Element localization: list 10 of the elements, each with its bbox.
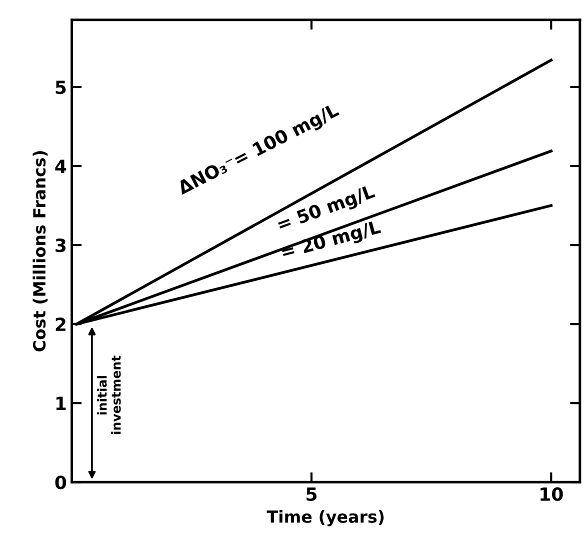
y-tick-label: 2 xyxy=(56,318,66,331)
x-tick-label: 10 xyxy=(540,487,563,501)
y-tick-label: 5 xyxy=(56,80,66,94)
y-tick-label: 4 xyxy=(55,160,66,173)
y-tick-label: 1 xyxy=(56,396,66,410)
annotation: initial investment xyxy=(97,356,121,434)
y-tick-label: 0 xyxy=(55,476,66,490)
x-axis-title: Time (years) xyxy=(266,510,384,526)
y-axis-title: Cost (Millions Francs) xyxy=(32,151,48,352)
y-tick-label: 3 xyxy=(56,238,66,252)
